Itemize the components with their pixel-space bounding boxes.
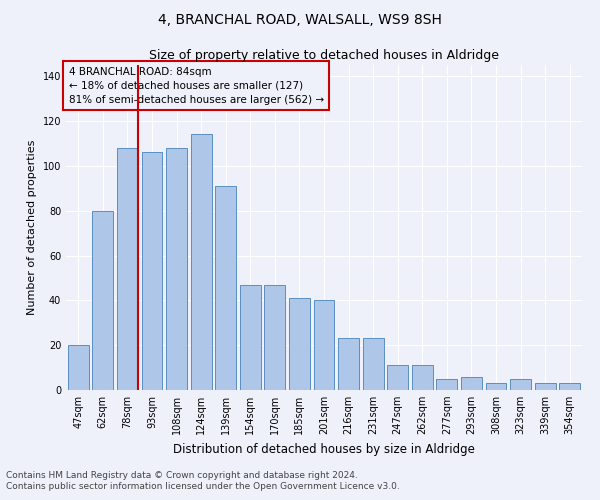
Bar — [485, 384, 506, 390]
Bar — [559, 384, 580, 390]
Bar — [92, 210, 113, 390]
X-axis label: Distribution of detached houses by size in Aldridge: Distribution of detached houses by size … — [173, 442, 475, 456]
Text: 4 BRANCHAL ROAD: 84sqm
← 18% of detached houses are smaller (127)
81% of semi-de: 4 BRANCHAL ROAD: 84sqm ← 18% of detached… — [68, 66, 324, 104]
Bar — [240, 284, 261, 390]
Text: Contains public sector information licensed under the Open Government Licence v3: Contains public sector information licen… — [6, 482, 400, 491]
Bar — [166, 148, 187, 390]
Bar — [412, 366, 433, 390]
Bar — [362, 338, 383, 390]
Bar — [289, 298, 310, 390]
Bar — [314, 300, 334, 390]
Text: Contains HM Land Registry data © Crown copyright and database right 2024.: Contains HM Land Registry data © Crown c… — [6, 470, 358, 480]
Bar — [338, 338, 359, 390]
Text: 4, BRANCHAL ROAD, WALSALL, WS9 8SH: 4, BRANCHAL ROAD, WALSALL, WS9 8SH — [158, 12, 442, 26]
Bar — [510, 379, 531, 390]
Bar — [265, 284, 286, 390]
Bar — [436, 379, 457, 390]
Title: Size of property relative to detached houses in Aldridge: Size of property relative to detached ho… — [149, 50, 499, 62]
Bar — [215, 186, 236, 390]
Y-axis label: Number of detached properties: Number of detached properties — [27, 140, 37, 315]
Bar — [461, 376, 482, 390]
Bar — [68, 345, 89, 390]
Bar — [535, 384, 556, 390]
Bar — [387, 366, 408, 390]
Bar — [191, 134, 212, 390]
Bar — [142, 152, 163, 390]
Bar — [117, 148, 138, 390]
